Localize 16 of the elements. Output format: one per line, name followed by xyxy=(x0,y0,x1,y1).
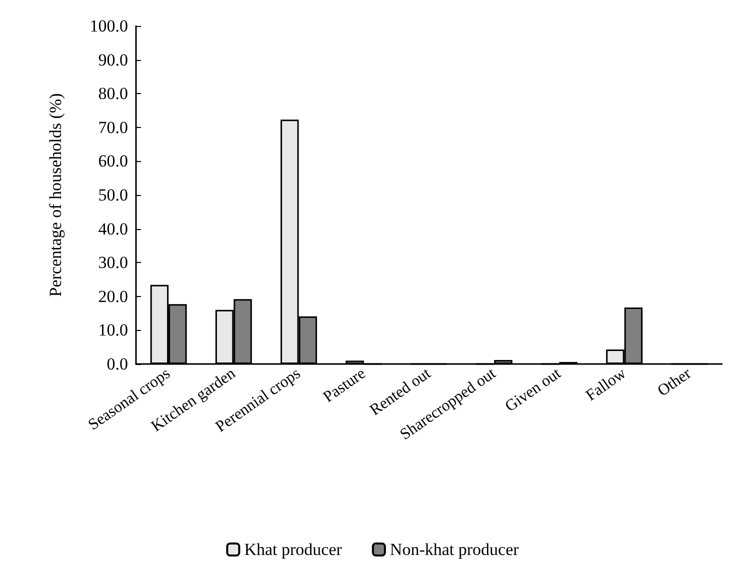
legend-label: Khat producer xyxy=(244,540,342,559)
y-axis-title: Percentage of households (%) xyxy=(46,93,65,297)
legend-label: Non-khat producer xyxy=(390,540,520,559)
y-tick-label: 100.0 xyxy=(90,16,128,36)
y-tick-label: 70.0 xyxy=(98,118,128,137)
y-tick-label: 10.0 xyxy=(98,320,128,340)
y-tick-label: 90.0 xyxy=(98,50,128,70)
y-tick-label: 40.0 xyxy=(98,219,128,238)
x-tick-label: Other xyxy=(654,364,695,400)
y-tick-label: 80.0 xyxy=(98,84,128,104)
y-tick-label: 20.0 xyxy=(98,286,128,306)
x-tick-label: Given out xyxy=(502,364,565,416)
y-tick-label: 60.0 xyxy=(98,152,128,171)
y-tick-label: 50.0 xyxy=(98,186,128,204)
y-tick-label: 30.0 xyxy=(98,253,128,272)
y-tick-label: 0.0 xyxy=(106,354,128,374)
